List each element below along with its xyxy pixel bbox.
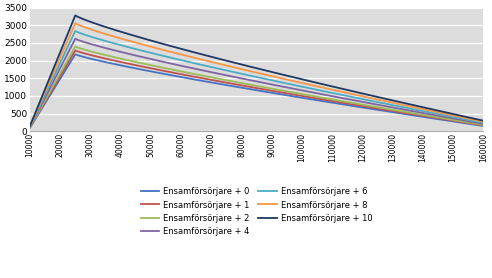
Ensamförsörjare + 8	[250, 70, 256, 74]
Ensamförsörjare + 10	[317, 82, 323, 85]
Ensamförsörjare + 1	[250, 86, 256, 89]
Line: Ensamförsörjare + 8: Ensamförsörjare + 8	[30, 23, 483, 126]
Ensamförsörjare + 1	[27, 126, 33, 129]
Ensamförsörjare + 2	[27, 126, 33, 129]
Ensamförsörjare + 1	[474, 123, 480, 126]
Ensamförsörjare + 2	[317, 96, 323, 99]
Ensamförsörjare + 1	[317, 97, 323, 101]
Ensamförsörjare + 4	[317, 92, 323, 96]
Ensamförsörjare + 2	[250, 84, 256, 87]
Ensamförsörjare + 8	[480, 120, 486, 123]
Ensamförsörjare + 10	[250, 66, 256, 69]
Ensamförsörjare + 0	[27, 126, 33, 129]
Ensamförsörjare + 10	[190, 50, 196, 54]
Ensamförsörjare + 8	[27, 125, 33, 128]
Ensamförsörjare + 6	[190, 61, 196, 64]
Ensamförsörjare + 8	[190, 56, 196, 59]
Line: Ensamförsörjare + 2: Ensamförsörjare + 2	[30, 46, 483, 127]
Ensamförsörjare + 2	[480, 123, 486, 126]
Ensamförsörjare + 6	[317, 89, 323, 92]
Ensamförsörjare + 1	[347, 102, 353, 106]
Ensamförsörjare + 6	[347, 95, 353, 98]
Ensamförsörjare + 1	[190, 75, 196, 78]
Ensamförsörjare + 0	[305, 97, 311, 100]
Ensamförsörjare + 6	[474, 120, 480, 123]
Ensamförsörjare + 0	[474, 123, 480, 127]
Ensamförsörjare + 6	[27, 125, 33, 128]
Line: Ensamförsörjare + 4: Ensamförsörjare + 4	[30, 39, 483, 127]
Ensamförsörjare + 10	[72, 14, 78, 17]
Ensamförsörjare + 0	[72, 53, 78, 56]
Ensamförsörjare + 10	[474, 118, 480, 121]
Ensamförsörjare + 1	[305, 95, 311, 99]
Ensamförsörjare + 1	[72, 49, 78, 52]
Ensamförsörjare + 10	[347, 89, 353, 92]
Ensamförsörjare + 2	[347, 101, 353, 104]
Ensamförsörjare + 10	[480, 119, 486, 122]
Line: Ensamförsörjare + 10: Ensamförsörjare + 10	[30, 16, 483, 126]
Ensamförsörjare + 4	[305, 90, 311, 93]
Ensamförsörjare + 6	[250, 75, 256, 78]
Ensamförsörjare + 0	[347, 104, 353, 107]
Ensamförsörjare + 2	[474, 122, 480, 126]
Ensamförsörjare + 4	[480, 122, 486, 125]
Ensamförsörjare + 10	[305, 79, 311, 82]
Legend: Ensamförsörjare + 0, Ensamförsörjare + 1, Ensamförsörjare + 2, Ensamförsörjare +: Ensamförsörjare + 0, Ensamförsörjare + 1…	[141, 187, 372, 236]
Ensamförsörjare + 8	[72, 21, 78, 25]
Ensamförsörjare + 6	[305, 86, 311, 90]
Ensamförsörjare + 1	[480, 124, 486, 127]
Ensamförsörjare + 10	[27, 124, 33, 128]
Ensamförsörjare + 4	[27, 125, 33, 129]
Ensamförsörjare + 0	[317, 99, 323, 102]
Ensamförsörjare + 6	[72, 29, 78, 33]
Ensamförsörjare + 2	[72, 45, 78, 48]
Ensamförsörjare + 2	[305, 93, 311, 97]
Ensamförsörjare + 8	[305, 83, 311, 86]
Line: Ensamförsörjare + 6: Ensamförsörjare + 6	[30, 31, 483, 127]
Ensamförsörjare + 0	[250, 88, 256, 91]
Ensamförsörjare + 8	[474, 119, 480, 122]
Line: Ensamförsörjare + 1: Ensamförsörjare + 1	[30, 50, 483, 128]
Ensamförsörjare + 4	[72, 37, 78, 40]
Ensamförsörjare + 4	[474, 121, 480, 125]
Ensamförsörjare + 4	[250, 79, 256, 83]
Ensamförsörjare + 4	[347, 98, 353, 101]
Ensamförsörjare + 0	[480, 124, 486, 128]
Ensamförsörjare + 0	[190, 78, 196, 81]
Ensamförsörjare + 4	[190, 67, 196, 70]
Line: Ensamförsörjare + 0: Ensamförsörjare + 0	[30, 54, 483, 128]
Ensamförsörjare + 2	[190, 72, 196, 75]
Ensamförsörjare + 8	[317, 85, 323, 89]
Ensamförsörjare + 6	[480, 121, 486, 125]
Ensamförsörjare + 8	[347, 92, 353, 95]
